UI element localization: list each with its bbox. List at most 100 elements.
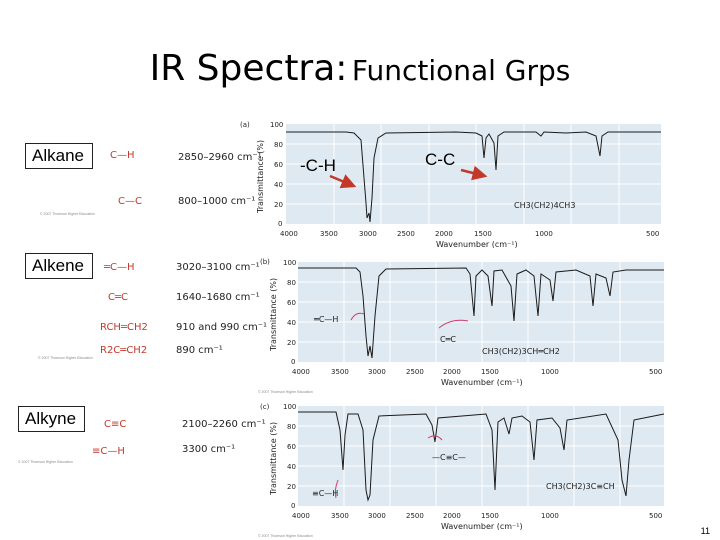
x-axis: 4000 3500 3000 2500 2000 1500 1000 500 W…	[292, 512, 662, 530]
slide-title-sub: Functional Grps	[351, 54, 571, 87]
y-axis-label: Transmittance (%)	[256, 140, 265, 214]
molecule-label: CH3(CH2)3C≡CH	[546, 482, 615, 491]
y-tick-label: 40	[287, 463, 296, 471]
structure-cc: C—C	[118, 196, 142, 207]
x-axis: 4000 3500 3000 2500 2000 1500 1000 500 W…	[292, 368, 662, 386]
spectrum-trace	[298, 267, 664, 359]
slide-title-main: IR Spectra:	[149, 48, 348, 89]
y-tick-label: 100	[283, 259, 296, 267]
plot-label-c-double-c: C═C	[440, 335, 456, 344]
category-label: Alkene	[32, 256, 84, 275]
x-tick-label: 500	[649, 368, 662, 376]
spectrum-trace	[298, 411, 665, 502]
x-axis: 4000 3500 3000 2500 2000 1500 1000 500 W…	[280, 230, 659, 248]
molecule-label: CH3(CH2)4CH3	[514, 201, 575, 210]
panel-letter: (a)	[240, 121, 250, 129]
y-tick-label: 60	[287, 299, 296, 307]
wavenumber-alkyne-ch: 3300 cm⁻¹	[182, 444, 236, 455]
y-tick-label: 80	[287, 279, 296, 287]
x-tick-label: 3000	[368, 368, 386, 376]
y-tick-label: 40	[287, 319, 296, 327]
x-tick-label: 2000	[435, 230, 453, 238]
x-tick-label: 2500	[406, 512, 424, 520]
x-tick-label: 500	[649, 512, 662, 520]
annotation-cc: C-C	[425, 150, 456, 169]
x-tick-label: 2000	[443, 512, 461, 520]
copyright-note: © 2007 Thomson Higher Education	[40, 212, 95, 216]
panel-letter: (c)	[260, 403, 270, 411]
wavenumber-disub: 890 cm⁻¹	[176, 345, 223, 356]
x-tick-label: 1000	[541, 512, 559, 520]
x-tick-label: 1500	[474, 230, 492, 238]
x-tick-label: 3000	[368, 512, 386, 520]
y-tick-label: 20	[287, 339, 296, 347]
wavenumber-cc: 800–1000 cm⁻¹	[178, 196, 256, 207]
y-tick-label: 0	[291, 358, 295, 366]
x-tick-label: 4000	[292, 512, 310, 520]
wavenumber-monosub: 910 and 990 cm⁻¹	[176, 322, 268, 333]
x-tick-label: 3500	[331, 512, 349, 520]
x-axis-label: Wavenumber (cm⁻¹)	[441, 522, 523, 530]
wavenumber-vinyl-ch: 3020–3100 cm⁻¹	[176, 262, 260, 273]
x-tick-label: 1500	[481, 512, 499, 520]
y-axis-label: Transmittance (%)	[269, 278, 278, 352]
category-label: Alkyne	[25, 409, 77, 428]
arrow-cc	[460, 165, 488, 181]
copyright-note: © 2007 Thomson Higher Education	[258, 390, 313, 394]
ir-spectrum-alkene: (b) ═C—H C═C CH3(CH2)3CH═CH2 100 80 60 4…	[260, 258, 664, 386]
y-tick-label: 80	[287, 423, 296, 431]
y-tick-label: 20	[274, 201, 283, 209]
ir-spectrum-alkyne: (c) —C≡C— ≡C—H CH3(CH2)3C≡CH 100 80 60 4…	[260, 403, 665, 530]
category-label: Alkane	[32, 146, 84, 165]
gridlines	[298, 262, 664, 362]
x-tick-label: 3500	[320, 230, 338, 238]
structure-disub: R2C═CH2	[100, 345, 148, 356]
x-tick-label: 500	[646, 230, 659, 238]
spectrum-trace	[286, 131, 661, 223]
x-axis-label: Wavenumber (cm⁻¹)	[441, 378, 523, 386]
page-number: 11	[700, 526, 710, 536]
x-tick-label: 1000	[541, 368, 559, 376]
annotation-ch: -C-H	[300, 156, 336, 175]
structure-vinyl-ch: ═C—H	[104, 262, 135, 273]
x-axis-label: Wavenumber (cm⁻¹)	[436, 240, 518, 248]
category-box-alkane: Alkane	[25, 143, 93, 169]
highlight-arrow	[438, 319, 469, 329]
highlight-arrow	[334, 479, 339, 499]
plot-label-triple-c: —C≡C—	[432, 453, 466, 462]
structure-triple-c: C≡C	[104, 419, 127, 430]
x-tick-label: 2500	[406, 368, 424, 376]
y-tick-label: 40	[274, 181, 283, 189]
plot-label-alkyne-ch: ≡C—H	[312, 489, 338, 498]
y-axis: 100 80 60 40 20 0 Transmittance (%)	[269, 403, 296, 510]
molecule-label: CH3(CH2)3CH═CH2	[482, 347, 560, 356]
y-tick-label: 100	[270, 121, 283, 129]
gridlines	[298, 406, 664, 506]
structure-monosub: RCH═CH2	[100, 322, 148, 333]
x-tick-label: 3000	[359, 230, 377, 238]
x-tick-label: 4000	[292, 368, 310, 376]
structure-c-double-c: C═C	[108, 292, 128, 303]
x-tick-label: 2500	[397, 230, 415, 238]
plot-label-vinyl-ch: ═C—H	[313, 315, 338, 324]
wavenumber-ch: 2850–2960 cm⁻¹	[178, 152, 262, 163]
y-tick-label: 80	[274, 141, 283, 149]
arrow-ch	[329, 174, 357, 189]
highlight-arrow	[427, 435, 443, 441]
y-axis: 100 80 60 40 20 0 Transmittance (%)	[269, 259, 296, 366]
y-axis: 100 80 60 40 20 0 Transmittance (%)	[256, 121, 283, 228]
y-tick-label: 0	[291, 502, 295, 510]
structure-ch: C—H	[110, 150, 135, 161]
y-tick-label: 100	[283, 403, 296, 411]
copyright-note: © 2007 Thomson Higher Education	[18, 460, 73, 464]
x-tick-label: 1500	[481, 368, 499, 376]
slide-title: IR Spectra: Functional Grps	[0, 48, 720, 89]
category-box-alkyne: Alkyne	[18, 406, 86, 432]
y-tick-label: 60	[274, 161, 283, 169]
x-tick-label: 1000	[535, 230, 553, 238]
x-tick-label: 2000	[443, 368, 461, 376]
x-tick-label: 4000	[280, 230, 298, 238]
wavenumber-triple-c: 2100–2260 cm⁻¹	[182, 419, 266, 430]
wavenumber-c-double-c: 1640–1680 cm⁻¹	[176, 292, 260, 303]
